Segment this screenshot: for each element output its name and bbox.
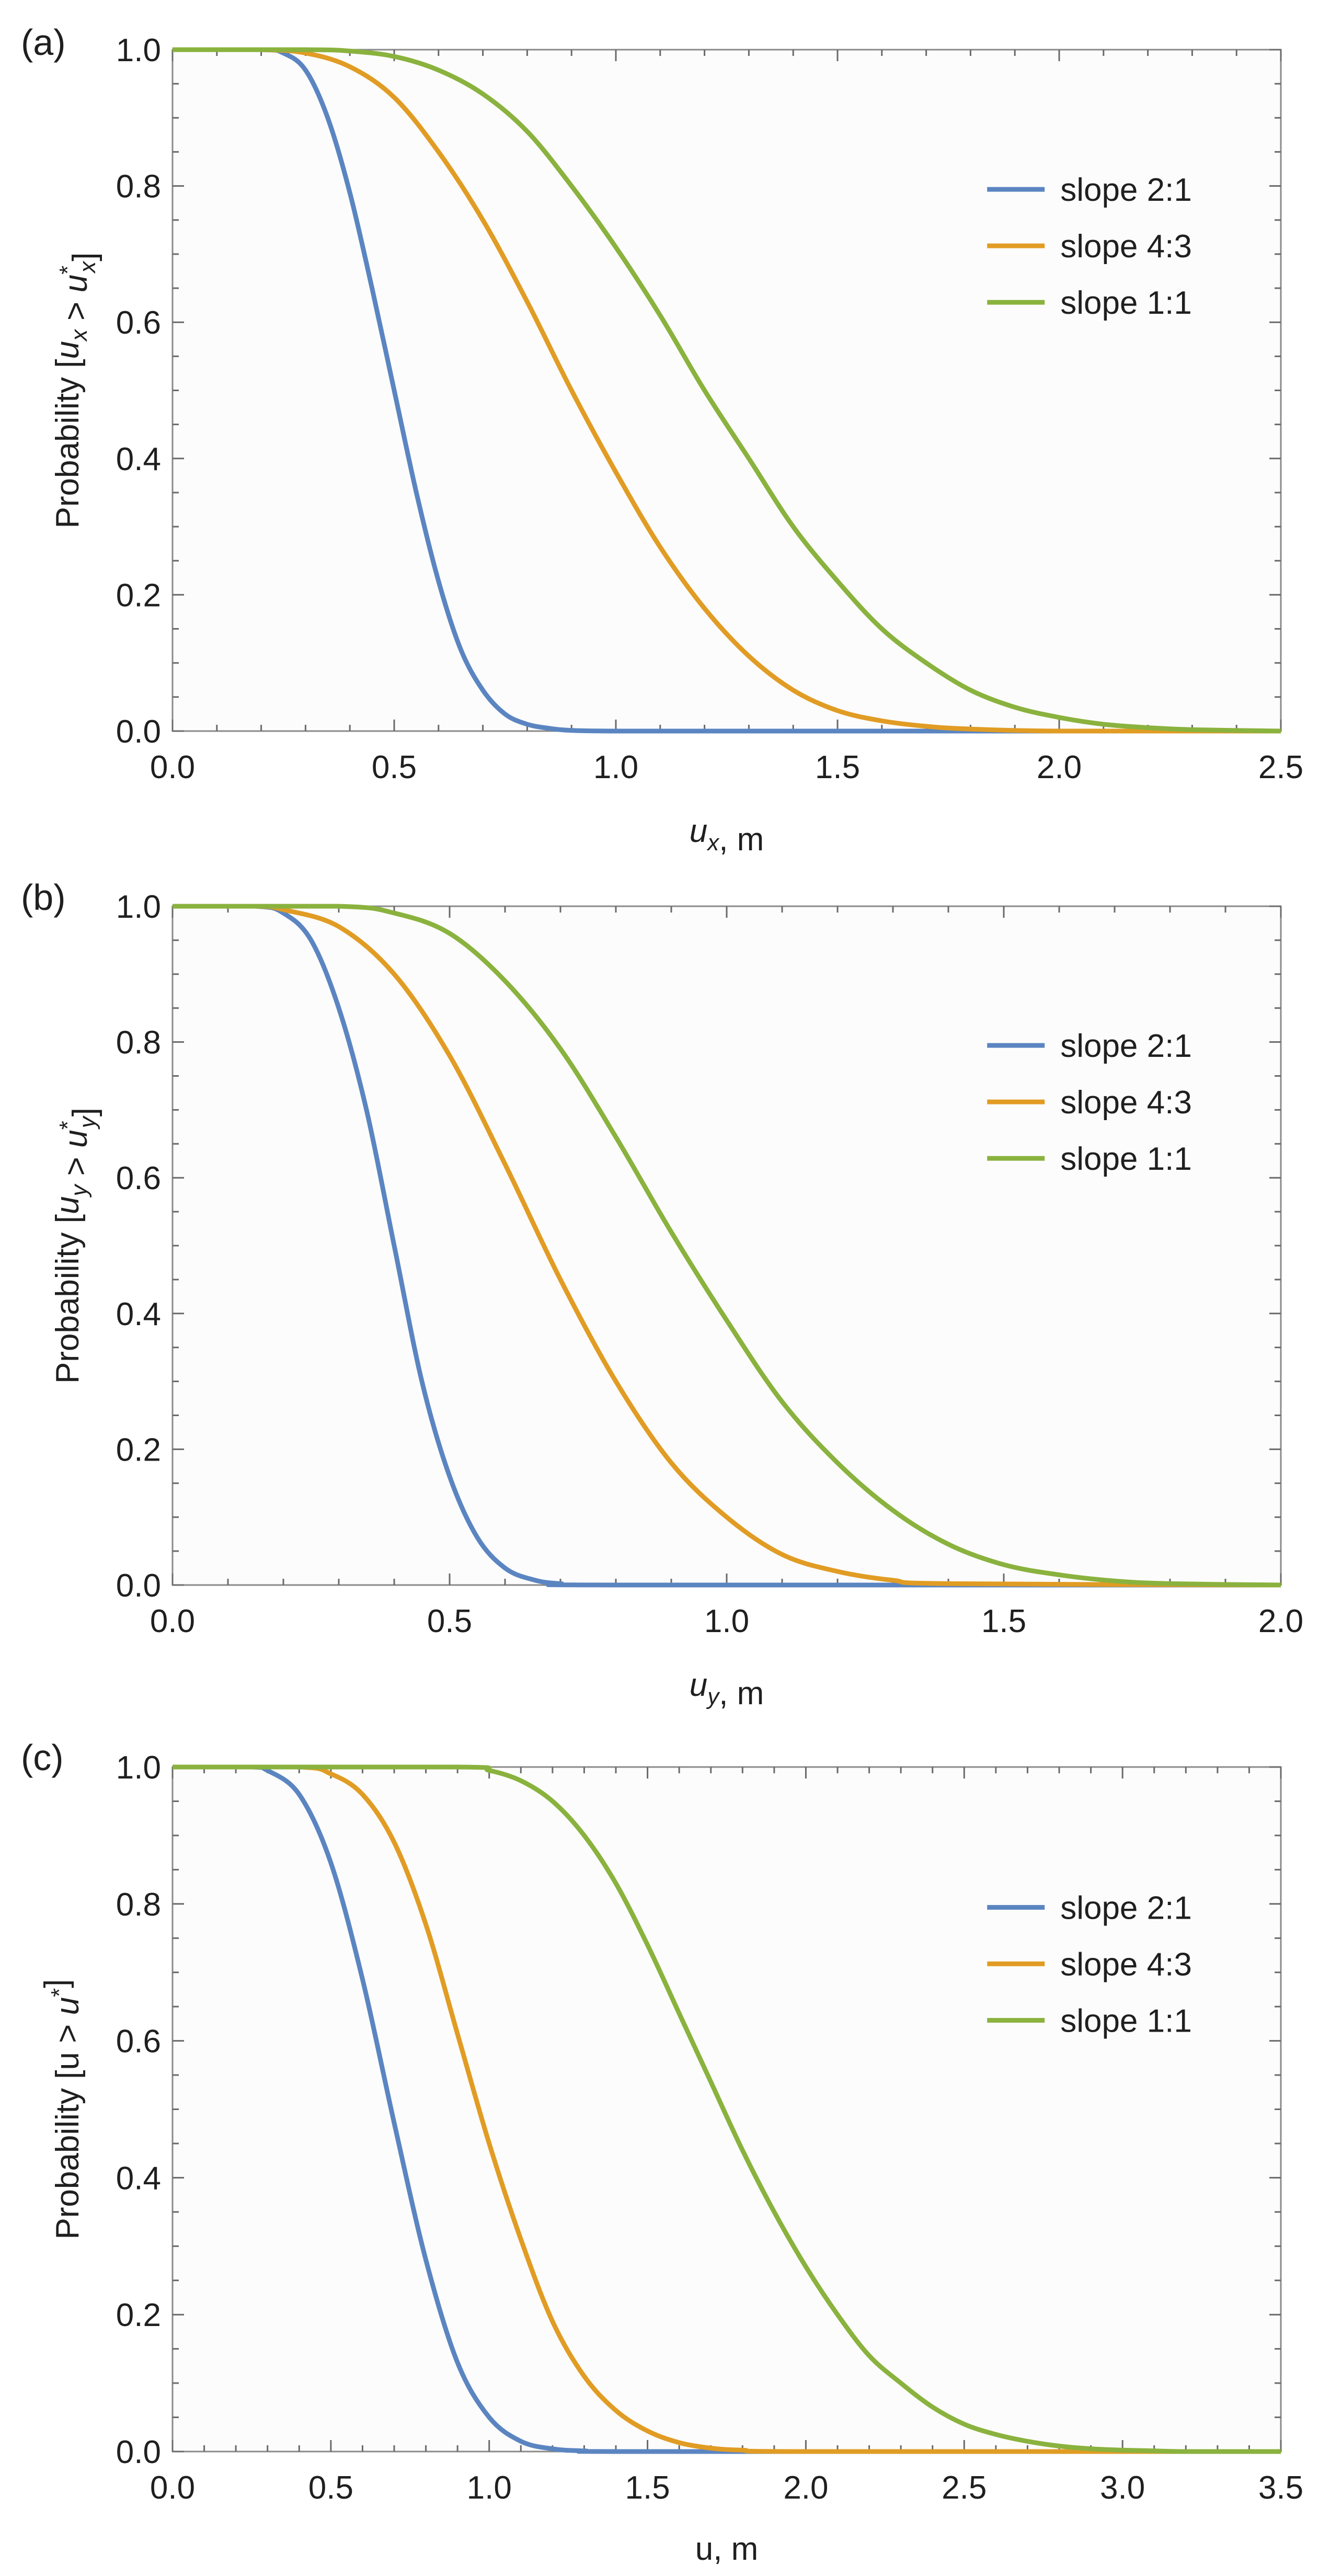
legend-label-2: slope 4:3	[1060, 1085, 1192, 1121]
x-tick-label: 0.0	[150, 2470, 195, 2506]
x-tick-label: 1.5	[625, 2470, 670, 2506]
y-tick-label: 0.0	[116, 2434, 161, 2470]
y-axis-label: Probability [uy > u*y]	[50, 1108, 102, 1384]
series-line-1	[173, 904, 1281, 1588]
series-line-3	[173, 1764, 1281, 2454]
legend-label-1: slope 2:1	[1060, 172, 1192, 208]
y-tick-label: 1.0	[116, 889, 161, 925]
x-tick-label: 0.5	[308, 2470, 353, 2506]
x-tick-label: 0.5	[427, 1603, 472, 1639]
x-tick-label: 1.0	[593, 749, 638, 785]
x-tick-label: 3.0	[1100, 2470, 1145, 2506]
y-tick-label: 0.6	[116, 1160, 161, 1196]
x-axis-label: ux, m	[690, 813, 764, 858]
y-axis-label: Probability [ux > u*x]	[50, 253, 102, 529]
legend-label-2: slope 4:3	[1060, 229, 1192, 265]
series-line-3	[173, 904, 1281, 1588]
series-line-2	[173, 1764, 1281, 2454]
series-line-2	[173, 904, 1281, 1588]
x-axis-label: uy, m	[690, 1667, 764, 1712]
legend-label-1: slope 2:1	[1060, 1890, 1192, 1926]
x-tick-label: 1.5	[815, 749, 860, 785]
x-tick-label: 2.0	[1258, 1603, 1303, 1639]
series-line-1	[172, 47, 1281, 734]
y-tick-label: 0.4	[116, 441, 161, 477]
x-axis-label: u, m	[695, 2531, 759, 2567]
x-tick-label: 1.0	[704, 1603, 749, 1639]
x-tick-label: 2.0	[783, 2470, 828, 2506]
legend-label-3: slope 1:1	[1060, 285, 1192, 321]
y-tick-label: 0.4	[116, 1296, 161, 1332]
y-tick-label: 1.0	[116, 32, 161, 69]
chart-panel-3: 0.0 0.5 1.0 1.5 2.0 2.5 3.0 3.5 0.0 0.2 0.4 0.6 0.8 1…	[21, 1737, 1303, 2567]
y-tick-label: 0.8	[116, 1025, 161, 1061]
y-tick-label: 0.8	[116, 1887, 161, 1923]
series-line-2	[172, 47, 1281, 734]
x-tick-label: 1.0	[467, 2470, 512, 2506]
panel-label: (a)	[21, 22, 66, 63]
x-tick-label: 0.5	[372, 749, 417, 785]
y-tick-label: 0.4	[116, 2160, 161, 2196]
plot-area	[171, 1766, 1282, 2453]
y-tick-label: 0.6	[116, 2024, 161, 2060]
panel-label: (c)	[21, 1737, 64, 1778]
y-tick-label: 0.0	[116, 1568, 161, 1604]
chart-panel-1: 0.0 0.5 1.0 1.5 2.0 2.5 0.0 0.2 0.4 0.6 0.8 1.0 ux, …	[21, 22, 1303, 858]
series-line-1	[173, 1764, 1281, 2454]
plot-area	[171, 49, 1282, 732]
x-tick-label: 0.0	[150, 749, 195, 785]
y-axis-label: Probability [u > u*]	[38, 1979, 86, 2240]
panel-label: (b)	[21, 877, 66, 918]
legend-label-3: slope 1:1	[1060, 1141, 1192, 1177]
y-tick-label: 0.2	[116, 2297, 161, 2333]
y-tick-label: 0.6	[116, 305, 161, 341]
series-line-3	[172, 47, 1281, 734]
chart-panel-2: 0.0 0.5 1.0 1.5 2.0 0.0 0.2 0.4 0.6 0.8 1.0 uy, m Pr…	[21, 877, 1303, 1712]
x-tick-label: 3.5	[1258, 2470, 1303, 2506]
y-tick-label: 0.2	[116, 577, 161, 613]
plot-area	[171, 905, 1282, 1586]
y-tick-label: 0.0	[116, 714, 161, 750]
y-tick-label: 1.0	[116, 1750, 161, 1786]
y-tick-label: 0.2	[116, 1432, 161, 1468]
x-tick-label: 0.0	[150, 1603, 195, 1639]
y-tick-label: 0.8	[116, 169, 161, 205]
x-tick-label: 1.5	[981, 1603, 1026, 1639]
legend-label-1: slope 2:1	[1060, 1028, 1192, 1064]
x-tick-label: 2.5	[942, 2470, 987, 2506]
legend-label-2: slope 4:3	[1060, 1946, 1192, 1982]
x-tick-label: 2.0	[1037, 749, 1082, 785]
legend-label-3: slope 1:1	[1060, 2003, 1192, 2039]
x-tick-label: 2.5	[1258, 749, 1303, 785]
